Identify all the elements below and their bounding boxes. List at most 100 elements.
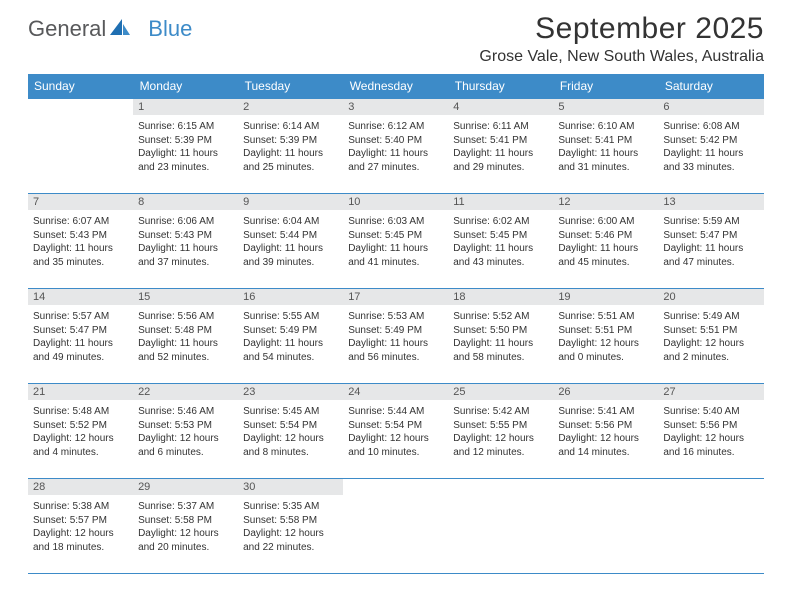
day-info: Sunrise: 6:04 AMSunset: 5:44 PMDaylight:… — [238, 212, 343, 288]
day-cell: 18Sunrise: 5:52 AMSunset: 5:50 PMDayligh… — [448, 289, 553, 384]
sunset-line: Sunset: 5:56 PM — [663, 419, 758, 433]
sunrise-line: Sunrise: 5:42 AM — [453, 405, 548, 419]
sunrise-line: Sunrise: 5:56 AM — [138, 310, 233, 324]
sunrise-line: Sunrise: 6:12 AM — [348, 120, 443, 134]
daylight-line: Daylight: 11 hours and 33 minutes. — [663, 147, 758, 174]
sunrise-line: Sunrise: 6:04 AM — [243, 215, 338, 229]
day-number: 5 — [553, 99, 658, 115]
day-cell: 29Sunrise: 5:37 AMSunset: 5:58 PMDayligh… — [133, 479, 238, 574]
daylight-line: Daylight: 11 hours and 39 minutes. — [243, 242, 338, 269]
week-row: 28Sunrise: 5:38 AMSunset: 5:57 PMDayligh… — [28, 479, 764, 574]
day-info: Sunrise: 6:06 AMSunset: 5:43 PMDaylight:… — [133, 212, 238, 288]
day-info: Sunrise: 5:48 AMSunset: 5:52 PMDaylight:… — [28, 402, 133, 478]
day-info: Sunrise: 5:49 AMSunset: 5:51 PMDaylight:… — [658, 307, 763, 383]
sunset-line: Sunset: 5:52 PM — [33, 419, 128, 433]
day-info: Sunrise: 6:03 AMSunset: 5:45 PMDaylight:… — [343, 212, 448, 288]
sunset-line: Sunset: 5:45 PM — [453, 229, 548, 243]
col-saturday: Saturday — [658, 74, 763, 99]
sunrise-line: Sunrise: 5:35 AM — [243, 500, 338, 514]
day-cell: 9 Sunrise: 6:04 AMSunset: 5:44 PMDaylight… — [238, 194, 343, 289]
day-info: Sunrise: 5:55 AMSunset: 5:49 PMDaylight:… — [238, 307, 343, 383]
day-number: 8 — [133, 194, 238, 210]
col-thursday: Thursday — [448, 74, 553, 99]
day-info: Sunrise: 6:10 AMSunset: 5:41 PMDaylight:… — [553, 117, 658, 193]
col-monday: Monday — [133, 74, 238, 99]
sunset-line: Sunset: 5:43 PM — [138, 229, 233, 243]
day-number: 19 — [553, 289, 658, 305]
col-tuesday: Tuesday — [238, 74, 343, 99]
day-cell: 27Sunrise: 5:40 AMSunset: 5:56 PMDayligh… — [658, 384, 763, 479]
calendar-body: 1Sunrise: 6:15 AMSunset: 5:39 PMDaylight… — [28, 99, 764, 574]
daylight-line: Daylight: 11 hours and 52 minutes. — [138, 337, 233, 364]
day-number: 7 — [28, 194, 133, 210]
day-info: Sunrise: 5:40 AMSunset: 5:56 PMDaylight:… — [658, 402, 763, 478]
daylight-line: Daylight: 12 hours and 12 minutes. — [453, 432, 548, 459]
sunrise-line: Sunrise: 5:40 AM — [663, 405, 758, 419]
day-number: 12 — [553, 194, 658, 210]
day-number: 28 — [28, 479, 133, 495]
day-number: 24 — [343, 384, 448, 400]
sunset-line: Sunset: 5:54 PM — [243, 419, 338, 433]
day-info: Sunrise: 6:08 AMSunset: 5:42 PMDaylight:… — [658, 117, 763, 193]
col-sunday: Sunday — [28, 74, 133, 99]
daylight-line: Daylight: 11 hours and 49 minutes. — [33, 337, 128, 364]
day-cell: 13Sunrise: 5:59 AMSunset: 5:47 PMDayligh… — [658, 194, 763, 289]
day-cell — [658, 479, 763, 574]
sunset-line: Sunset: 5:42 PM — [663, 134, 758, 148]
logo: General Blue — [28, 12, 192, 42]
sunrise-line: Sunrise: 6:08 AM — [663, 120, 758, 134]
day-cell: 12Sunrise: 6:00 AMSunset: 5:46 PMDayligh… — [553, 194, 658, 289]
sunrise-line: Sunrise: 5:51 AM — [558, 310, 653, 324]
calendar-table: Sunday Monday Tuesday Wednesday Thursday… — [28, 74, 764, 574]
day-info: Sunrise: 5:53 AMSunset: 5:49 PMDaylight:… — [343, 307, 448, 383]
sunrise-line: Sunrise: 6:00 AM — [558, 215, 653, 229]
day-info: Sunrise: 5:45 AMSunset: 5:54 PMDaylight:… — [238, 402, 343, 478]
daylight-line: Daylight: 12 hours and 0 minutes. — [558, 337, 653, 364]
daylight-line: Daylight: 11 hours and 29 minutes. — [453, 147, 548, 174]
daylight-line: Daylight: 11 hours and 41 minutes. — [348, 242, 443, 269]
daylight-line: Daylight: 11 hours and 45 minutes. — [558, 242, 653, 269]
day-number: 22 — [133, 384, 238, 400]
sunrise-line: Sunrise: 5:57 AM — [33, 310, 128, 324]
day-cell: 4Sunrise: 6:11 AMSunset: 5:41 PMDaylight… — [448, 99, 553, 194]
day-cell: 7Sunrise: 6:07 AMSunset: 5:43 PMDaylight… — [28, 194, 133, 289]
day-cell: 5 Sunrise: 6:10 AMSunset: 5:41 PMDaylight… — [553, 99, 658, 194]
day-info: Sunrise: 5:42 AMSunset: 5:55 PMDaylight:… — [448, 402, 553, 478]
sunset-line: Sunset: 5:49 PM — [348, 324, 443, 338]
sunrise-line: Sunrise: 5:48 AM — [33, 405, 128, 419]
day-info: Sunrise: 5:41 AMSunset: 5:56 PMDaylight:… — [553, 402, 658, 478]
day-cell: 17 Sunrise: 5:53 AMSunset: 5:49 PMDayligh… — [343, 289, 448, 384]
day-number: 15 — [133, 289, 238, 305]
sunset-line: Sunset: 5:58 PM — [138, 514, 233, 528]
daylight-line: Daylight: 11 hours and 23 minutes. — [138, 147, 233, 174]
day-cell: 20Sunrise: 5:49 AMSunset: 5:51 PMDayligh… — [658, 289, 763, 384]
day-info: Sunrise: 5:57 AMSunset: 5:47 PMDaylight:… — [28, 307, 133, 383]
day-cell: 28Sunrise: 5:38 AMSunset: 5:57 PMDayligh… — [28, 479, 133, 574]
day-number: 29 — [133, 479, 238, 495]
page-title: September 2025 — [479, 12, 764, 46]
col-friday: Friday — [553, 74, 658, 99]
day-number: 21 — [28, 384, 133, 400]
sunset-line: Sunset: 5:54 PM — [348, 419, 443, 433]
day-cell: 30Sunrise: 5:35 AMSunset: 5:58 PMDayligh… — [238, 479, 343, 574]
daylight-line: Daylight: 11 hours and 58 minutes. — [453, 337, 548, 364]
daylight-line: Daylight: 11 hours and 56 minutes. — [348, 337, 443, 364]
day-number: 17 — [343, 289, 448, 305]
daylight-line: Daylight: 12 hours and 16 minutes. — [663, 432, 758, 459]
day-info: Sunrise: 6:12 AMSunset: 5:40 PMDaylight:… — [343, 117, 448, 193]
sunset-line: Sunset: 5:51 PM — [663, 324, 758, 338]
day-info: Sunrise: 5:44 AMSunset: 5:54 PMDaylight:… — [343, 402, 448, 478]
day-number: 13 — [658, 194, 763, 210]
daylight-line: Daylight: 12 hours and 18 minutes. — [33, 527, 128, 554]
day-cell: 22Sunrise: 5:46 AMSunset: 5:53 PMDayligh… — [133, 384, 238, 479]
day-cell: 23Sunrise: 5:45 AMSunset: 5:54 PMDayligh… — [238, 384, 343, 479]
daylight-line: Daylight: 11 hours and 35 minutes. — [33, 242, 128, 269]
daylight-line: Daylight: 11 hours and 47 minutes. — [663, 242, 758, 269]
day-info: Sunrise: 5:52 AMSunset: 5:50 PMDaylight:… — [448, 307, 553, 383]
sunset-line: Sunset: 5:57 PM — [33, 514, 128, 528]
location-label: Grose Vale, New South Wales, Australia — [479, 48, 764, 66]
day-number: 9 — [238, 194, 343, 210]
daylight-line: Daylight: 11 hours and 43 minutes. — [453, 242, 548, 269]
daylight-line: Daylight: 12 hours and 10 minutes. — [348, 432, 443, 459]
logo-sail-icon — [108, 17, 132, 42]
